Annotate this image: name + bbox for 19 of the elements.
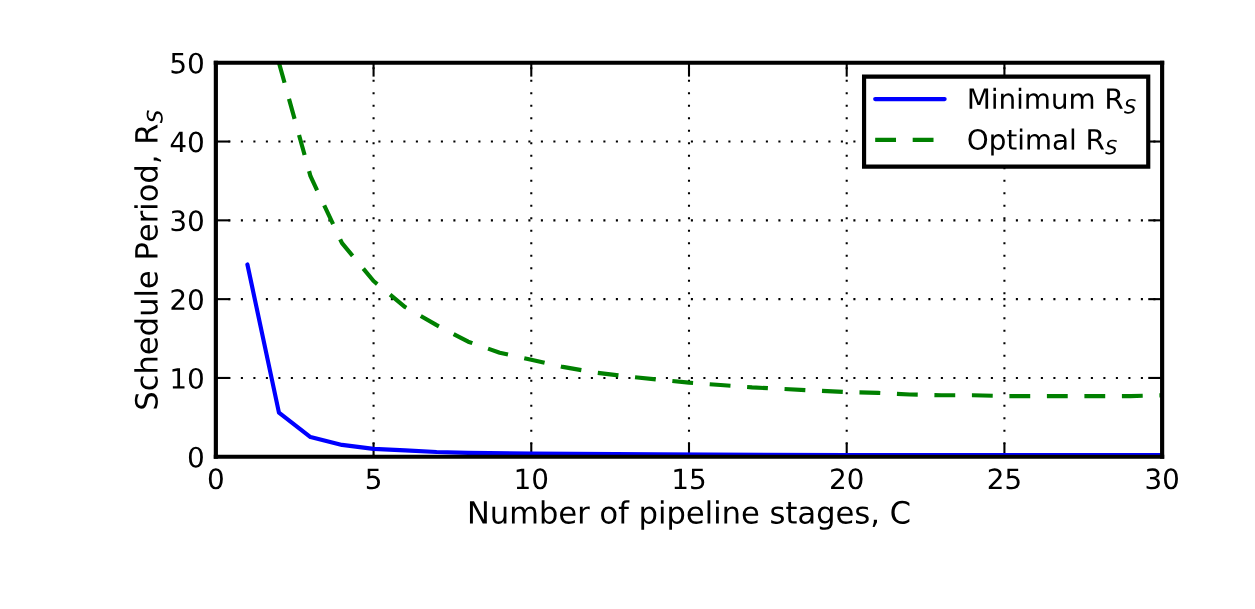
y-tick-label: 50: [171, 52, 203, 74]
y-tick-label: 40: [170, 131, 203, 153]
legend-label: Optimal R$_{S}$: [968, 128, 1117, 156]
y-tick-label: 30: [171, 210, 203, 232]
x-tick-label: 30: [1146, 468, 1178, 490]
y-tick-label: 0: [188, 446, 203, 468]
y-tick-label: 20: [171, 289, 203, 311]
legend-label: Minimum R$_{S}$: [969, 87, 1136, 114]
x-tick-label: 25: [988, 468, 1020, 490]
x-tick-label: 15: [674, 468, 705, 490]
x-tick-label: 0: [208, 468, 223, 490]
line-series: [245, 262, 1163, 457]
y-axis-title: Schedule Period, R$_{S}$: [134, 110, 163, 409]
x-tick-label: 5: [366, 468, 380, 490]
line-series: [276, 62, 1163, 399]
y-tick-label: 10: [172, 367, 203, 389]
x-axis-title: Number of pipeline stages, C: [469, 500, 910, 530]
x-tick-label: 10: [516, 468, 548, 490]
x-tick-label: 20: [831, 468, 863, 490]
